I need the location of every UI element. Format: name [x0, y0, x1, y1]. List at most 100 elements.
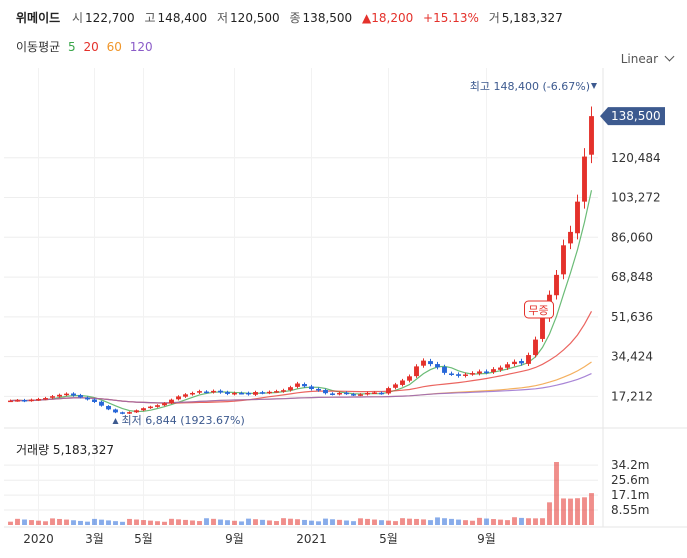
time-tick-label: 9월 [477, 532, 496, 546]
volume-bar [64, 519, 69, 525]
candle-body [533, 339, 538, 356]
volume-bar [246, 518, 251, 525]
candle-body [8, 400, 13, 403]
volume-bar [92, 518, 97, 525]
volume-bar [99, 519, 104, 525]
volume-bar [148, 520, 153, 525]
candle-body [267, 391, 272, 394]
candle-body [288, 387, 293, 391]
candle-body [64, 393, 69, 396]
volume-bar [15, 518, 20, 525]
volume-bar [274, 521, 279, 525]
candle-body [365, 392, 370, 395]
volume-bar [295, 519, 300, 525]
candle-body [456, 374, 461, 376]
volume-bar [358, 518, 363, 525]
scale-selector[interactable]: Linear [621, 51, 675, 66]
volume-bar [407, 518, 412, 525]
candle-body [323, 389, 328, 394]
volume-bar [85, 521, 90, 525]
volume-bar [414, 518, 419, 525]
volume-bar [211, 518, 216, 525]
ma-120: 120 [129, 40, 153, 54]
volume-bar [491, 519, 496, 525]
candle-body [183, 394, 188, 397]
volume-bar [540, 518, 545, 525]
volume-bar [442, 518, 447, 525]
current-price-label: 138,500 [611, 109, 661, 123]
volume-bar [428, 520, 433, 525]
candle-body [218, 390, 223, 393]
candle-body [120, 412, 125, 414]
volume-bar [519, 517, 524, 525]
volume-bar [323, 518, 328, 525]
volume-bar [120, 521, 125, 525]
volume-bar [449, 518, 454, 525]
candle-body [498, 367, 503, 370]
candle-body [337, 392, 342, 395]
volume-title: 거래량 5,183,327 [16, 443, 115, 457]
volume-bar [127, 518, 132, 525]
volume-bar [512, 517, 517, 525]
candle-body [435, 364, 440, 368]
candle-body [106, 405, 111, 410]
volume-bar [113, 521, 118, 525]
volume-bar [316, 521, 321, 525]
volume-bar [8, 521, 13, 525]
volume-bar [169, 518, 174, 525]
candle-body [92, 399, 97, 402]
candle-body [99, 401, 104, 406]
volume-bar [162, 521, 167, 525]
volume-bar [232, 520, 237, 525]
candle-body [540, 317, 545, 339]
volume-bar [260, 519, 265, 525]
high-value: 148,400 [157, 11, 208, 25]
close-value: 138,500 [302, 11, 353, 25]
candle-body [428, 361, 433, 365]
price-tick-label: 120,484 [611, 151, 661, 165]
candle-body [15, 400, 20, 402]
volume-bar [141, 520, 146, 525]
volume-tick-label: 34.2m [611, 458, 649, 472]
volume-bar [526, 518, 531, 525]
volume-value: 5,183,327 [501, 11, 563, 25]
time-tick-label: 5월 [379, 532, 398, 546]
volume-bar [589, 493, 594, 525]
candle-body [239, 392, 244, 395]
volume-label: 거 [488, 11, 500, 25]
volume-bar [71, 520, 76, 525]
time-tick-label: 2021 [296, 532, 327, 546]
candle-body [50, 396, 55, 398]
candle-body [589, 116, 594, 155]
moving-average-label: 이동평균 [16, 40, 61, 54]
volume-bar [400, 518, 405, 525]
candle-body [484, 371, 489, 373]
candle-body [78, 395, 83, 398]
candle-body [274, 391, 279, 393]
candle-body [519, 361, 524, 364]
candle-body [561, 245, 566, 275]
moving-average-5-line [10, 190, 593, 413]
candle-body [491, 369, 496, 372]
volume-bar [288, 518, 293, 525]
time-tick-label: 9월 [225, 532, 244, 546]
price-tick-label: 86,060 [611, 230, 653, 244]
volume-bar [379, 520, 384, 525]
volume-bar [330, 519, 335, 525]
candle-body [211, 390, 216, 393]
current-price-tag [600, 107, 665, 126]
candle-body [512, 361, 517, 365]
candle-body [85, 397, 90, 400]
price-tick-label: 34,424 [611, 350, 653, 364]
volume-bar [386, 520, 391, 525]
candle-body [127, 412, 132, 414]
candle-body [477, 371, 482, 374]
candle-body [260, 392, 265, 394]
min-price-annotation: 최저 6,844 (1923.67%) [122, 414, 245, 427]
candle-body [113, 409, 118, 413]
candle-body [155, 405, 160, 407]
volume-bar [393, 521, 398, 525]
volume-bar [505, 520, 510, 525]
candle-body [358, 394, 363, 396]
